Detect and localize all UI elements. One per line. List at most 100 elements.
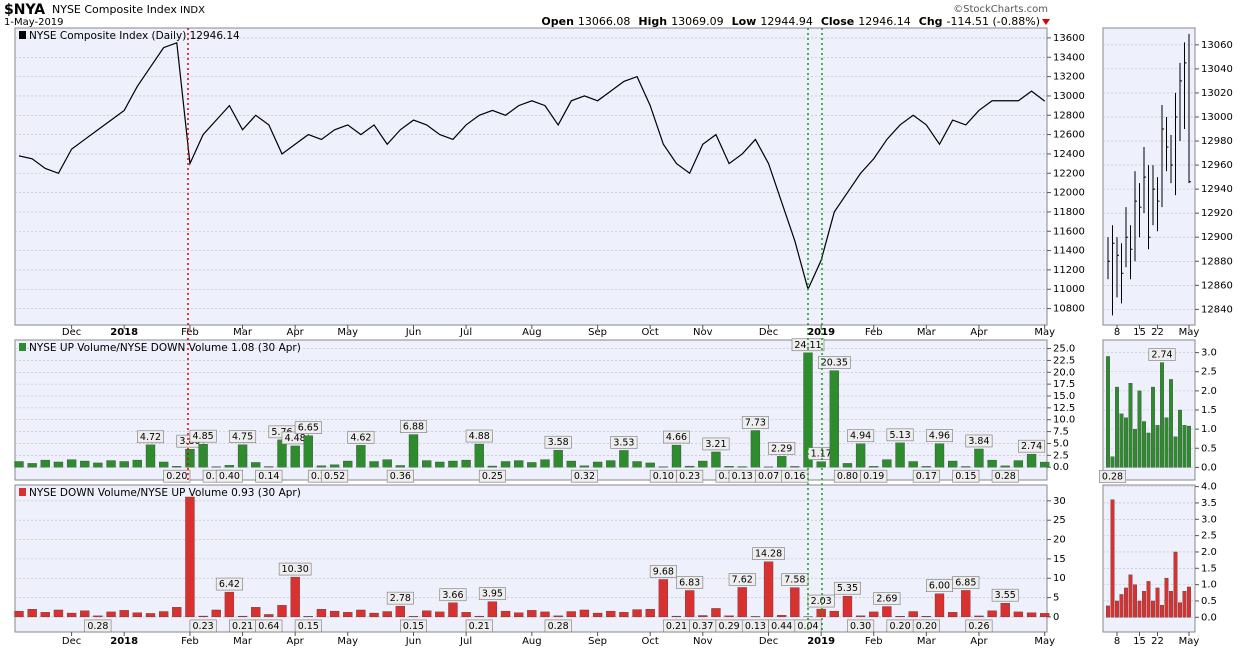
value-label: 3.21 xyxy=(705,439,726,450)
bar xyxy=(290,576,300,618)
bar xyxy=(816,608,826,618)
bar xyxy=(303,435,313,468)
bar xyxy=(1160,362,1164,468)
value-label: 6.65 xyxy=(298,423,319,434)
label-box xyxy=(189,619,217,633)
bar xyxy=(829,610,839,618)
label-box xyxy=(478,469,506,483)
y-tick-label: 12000 xyxy=(1053,188,1085,199)
value-label: 6.42 xyxy=(219,579,240,590)
label-box xyxy=(912,469,940,483)
panel-title: NYSE Composite Index (Daily) 12946.14 xyxy=(29,30,240,42)
value-label: 0.52 xyxy=(324,471,345,482)
value-label: 0.30 xyxy=(850,621,871,632)
bar xyxy=(790,466,800,468)
y-tick-label: 10800 xyxy=(1053,304,1085,315)
value-label: 3.66 xyxy=(442,590,463,601)
bar xyxy=(1040,461,1050,468)
value-label: 4.96 xyxy=(929,431,950,442)
bar xyxy=(540,611,550,618)
bar xyxy=(119,610,129,618)
y-tick-label: 10.0 xyxy=(1053,415,1075,426)
value-label: 0.28 xyxy=(548,621,569,632)
bar xyxy=(66,612,77,618)
label-box xyxy=(570,469,598,483)
bar xyxy=(855,443,866,468)
bar xyxy=(1124,417,1128,468)
date: 1-May-2019 xyxy=(4,17,64,28)
value-label: 0.15 xyxy=(403,621,424,632)
y-tick-label: 25.0 xyxy=(1053,344,1075,355)
quote-label: High xyxy=(638,15,667,28)
bar xyxy=(777,456,787,468)
bar xyxy=(1164,577,1169,618)
bar xyxy=(527,462,537,468)
bar xyxy=(93,462,103,468)
bar xyxy=(842,596,853,618)
bar xyxy=(343,612,353,618)
value-label: 0.23 xyxy=(193,621,214,632)
bar xyxy=(145,444,156,468)
label-box xyxy=(991,469,1019,483)
value-label: 2.74 xyxy=(1151,350,1172,361)
bar xyxy=(1013,460,1024,468)
y-tick-label: 0.5 xyxy=(1201,443,1217,454)
bar xyxy=(592,461,603,468)
label-box xyxy=(84,619,112,633)
bar xyxy=(645,462,655,468)
bar xyxy=(1169,591,1173,618)
panel-title: NYSE DOWN Volume/NYSE UP Volume 0.93 (30… xyxy=(29,487,301,499)
bar xyxy=(40,459,50,468)
label-box xyxy=(465,429,493,443)
value-label: 2.29 xyxy=(771,443,792,454)
label-box xyxy=(886,428,914,442)
x-tick-label: 2019 xyxy=(807,636,835,647)
y-tick-label: 11600 xyxy=(1053,226,1085,237)
bar xyxy=(1187,425,1191,468)
x-tick-label: Apr xyxy=(286,327,304,338)
label-box xyxy=(294,619,322,633)
value-label: 0.15 xyxy=(955,471,976,482)
bar xyxy=(80,610,90,618)
value-label: 5.13 xyxy=(889,430,910,441)
bar xyxy=(540,459,550,468)
bar xyxy=(1128,574,1133,618)
quote-value: 13069.09 xyxy=(671,15,724,28)
bar xyxy=(1142,591,1146,618)
bar xyxy=(1155,425,1160,468)
quote-value: 13066.08 xyxy=(578,15,631,28)
bar xyxy=(553,615,563,618)
y-tick-label: 11000 xyxy=(1053,284,1085,295)
label-box xyxy=(478,587,506,600)
bar xyxy=(435,461,445,468)
bar xyxy=(395,606,406,618)
x-tick-label: Mar xyxy=(233,327,253,338)
bar xyxy=(1146,581,1151,618)
bar xyxy=(632,461,642,468)
x-tick-label: Sep xyxy=(588,327,607,338)
y-tick-label: 11200 xyxy=(1053,265,1085,276)
bar xyxy=(132,459,143,468)
y-tick-label: 2.5 xyxy=(1053,450,1069,461)
bar xyxy=(737,466,747,468)
bar xyxy=(172,607,182,618)
bar xyxy=(1124,587,1128,618)
bar xyxy=(132,612,143,618)
label-box xyxy=(399,420,427,433)
value-label: 0.19 xyxy=(863,471,884,482)
label-box xyxy=(544,435,572,449)
plot-area xyxy=(14,27,1048,326)
bar xyxy=(66,459,77,468)
bar xyxy=(658,579,668,618)
bar xyxy=(53,461,64,468)
bar xyxy=(27,609,37,618)
bar xyxy=(1026,454,1037,468)
bar xyxy=(1182,425,1187,468)
y-tick-label: 20 xyxy=(1053,535,1066,546)
value-label: 2.74 xyxy=(1021,441,1042,452)
label-box xyxy=(860,469,888,483)
label-box xyxy=(662,430,690,444)
bar xyxy=(1151,600,1155,618)
y-tick-label: 0.5 xyxy=(1201,596,1217,607)
value-label: 0.21 xyxy=(469,621,490,632)
